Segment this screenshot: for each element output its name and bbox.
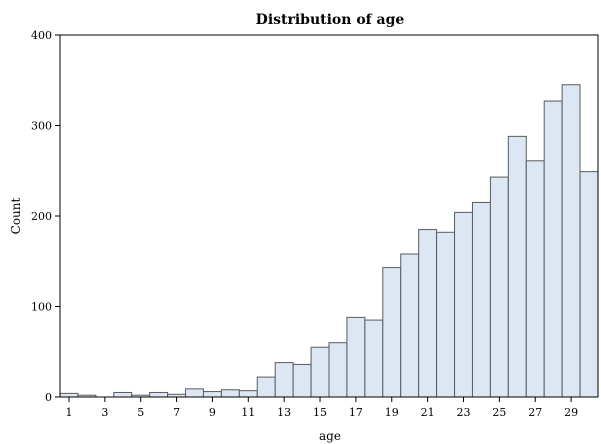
x-tick-label-15: 15 bbox=[313, 406, 327, 419]
bar-age-27 bbox=[525, 160, 545, 398]
bar-age-18 bbox=[364, 319, 384, 398]
bar-age-11 bbox=[238, 390, 258, 398]
bar-age-17 bbox=[346, 316, 366, 398]
x-tick-label-25: 25 bbox=[492, 406, 506, 419]
x-tick-label-17: 17 bbox=[349, 406, 363, 419]
x-tick-label-11: 11 bbox=[241, 406, 255, 419]
x-tick-label-7: 7 bbox=[173, 406, 180, 419]
x-tick-label-23: 23 bbox=[457, 406, 471, 419]
x-tick-label-1: 1 bbox=[65, 406, 72, 419]
x-tick-label-27: 27 bbox=[528, 406, 542, 419]
bar-age-28 bbox=[543, 100, 563, 398]
bar-age-13 bbox=[274, 362, 294, 398]
bar-age-22 bbox=[436, 231, 456, 398]
bar-age-26 bbox=[507, 135, 527, 398]
bar-age-30 bbox=[579, 171, 599, 398]
y-tick-label-100: 100 bbox=[31, 301, 52, 314]
x-tick-label-19: 19 bbox=[385, 406, 399, 419]
bar-age-29 bbox=[561, 84, 581, 398]
bar-age-12 bbox=[256, 376, 276, 398]
bar-age-1 bbox=[59, 392, 79, 398]
x-tick-label-5: 5 bbox=[137, 406, 144, 419]
x-tick-label-9: 9 bbox=[209, 406, 216, 419]
y-tick-label-400: 400 bbox=[31, 29, 52, 42]
bar-age-10 bbox=[220, 389, 240, 398]
x-axis-label: age bbox=[319, 429, 341, 443]
bar-age-4 bbox=[113, 391, 133, 398]
y-axis: 0 100 200 300 400 bbox=[31, 29, 60, 404]
x-tick-label-21: 21 bbox=[421, 406, 435, 419]
bar-age-14 bbox=[292, 363, 312, 398]
bar-age-8 bbox=[185, 388, 204, 398]
y-tick-label-300: 300 bbox=[31, 120, 52, 133]
bar-age-19 bbox=[382, 267, 402, 398]
bar-age-24 bbox=[471, 201, 491, 398]
bar-age-15 bbox=[310, 346, 330, 398]
x-tick-label-3: 3 bbox=[101, 406, 108, 419]
chart-title: Distribution of age bbox=[256, 12, 405, 28]
bar-age-20 bbox=[400, 253, 420, 398]
y-tick-label-0: 0 bbox=[45, 391, 52, 404]
bar-age-9 bbox=[202, 391, 222, 398]
bar-age-6 bbox=[149, 391, 169, 398]
bar-age-16 bbox=[328, 342, 348, 398]
x-tick-label-13: 13 bbox=[277, 406, 291, 419]
bar-age-25 bbox=[489, 176, 509, 398]
x-tick-label-29: 29 bbox=[564, 406, 578, 419]
y-tick-label-200: 200 bbox=[31, 210, 52, 223]
bars-group bbox=[59, 84, 599, 398]
bar-age-23 bbox=[454, 211, 473, 398]
x-axis: 1 3 5 7 9 11 13 15 17 19 21 23 25 27 29 bbox=[65, 397, 578, 419]
y-axis-label: Count bbox=[9, 197, 23, 234]
bar-age-21 bbox=[418, 229, 438, 398]
